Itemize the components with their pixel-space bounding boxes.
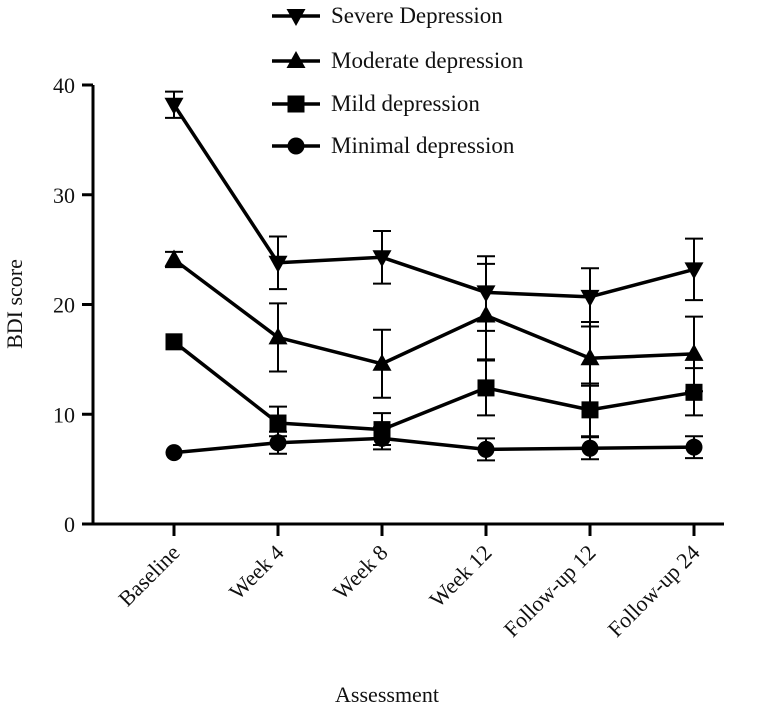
- series-triangle-down: [164, 90, 704, 332]
- data-point: [580, 289, 600, 307]
- data-point: [165, 444, 183, 462]
- series-line: [172, 103, 695, 299]
- series-square: [165, 333, 703, 446]
- legend-marker: [286, 9, 306, 26]
- series-layer: [164, 90, 704, 462]
- legend-item: Minimal depression: [272, 133, 515, 158]
- data-point: [269, 414, 287, 432]
- x-tick-label: Week 4: [224, 540, 288, 604]
- data-point: [580, 348, 600, 366]
- legend-item: Moderate depression: [272, 48, 524, 73]
- legend-label: Severe Depression: [331, 3, 503, 28]
- data-point: [268, 327, 288, 345]
- legend-marker: [287, 137, 305, 155]
- legend-label: Mild depression: [331, 91, 480, 116]
- data-point: [685, 383, 703, 401]
- x-tick-label: Baseline: [113, 540, 184, 611]
- data-point: [268, 255, 288, 273]
- y-tick-label: 10: [53, 402, 75, 427]
- legend: Severe Depression Moderate depression Mild…: [272, 3, 524, 158]
- data-point: [684, 343, 704, 361]
- y-axis-title: BDI score: [2, 259, 27, 349]
- y-tick-label: 0: [64, 512, 75, 537]
- data-point: [269, 434, 287, 452]
- x-tick-label: Follow-up 12: [499, 540, 601, 642]
- legend-label: Moderate depression: [331, 48, 524, 73]
- y-tick-label: 30: [53, 183, 75, 208]
- legend-marker: [287, 95, 305, 113]
- data-point: [165, 333, 183, 351]
- data-point: [684, 262, 704, 280]
- x-tick-label: Week 8: [328, 540, 392, 604]
- legend-item: Severe Depression: [272, 3, 503, 28]
- legend-item: Mild depression: [272, 91, 480, 116]
- data-point: [477, 440, 495, 458]
- data-point: [373, 429, 391, 447]
- series-triangle-up: [164, 249, 704, 399]
- x-tick-label: Week 12: [424, 540, 496, 612]
- data-point: [581, 401, 599, 419]
- data-point: [164, 249, 184, 267]
- data-point: [581, 439, 599, 457]
- series-line: [173, 436, 695, 455]
- legend-label: Minimal depression: [331, 133, 515, 158]
- y-tick-label: 20: [53, 293, 75, 318]
- series-circle: [165, 426, 703, 462]
- data-point: [372, 353, 392, 371]
- series-line: [172, 258, 695, 366]
- data-point: [477, 379, 495, 397]
- data-point: [685, 438, 703, 456]
- legend-marker: [286, 51, 306, 68]
- data-point: [164, 97, 184, 115]
- data-point: [372, 250, 392, 268]
- data-point: [476, 305, 496, 323]
- x-axis-title: Assessment: [335, 682, 439, 707]
- series-line: [172, 340, 695, 432]
- y-tick-label: 40: [53, 73, 75, 98]
- x-tick-label: Follow-up 24: [603, 540, 705, 642]
